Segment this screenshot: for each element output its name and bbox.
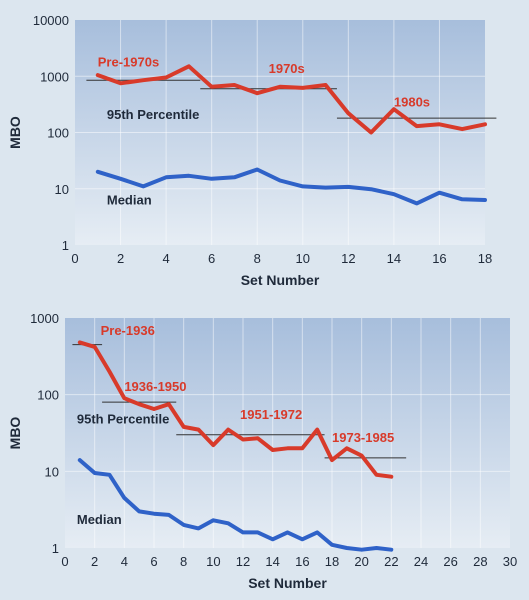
- x-tick-label: 12: [236, 554, 250, 569]
- y-tick-label: 1: [62, 238, 69, 253]
- x-tick-label: 0: [61, 554, 68, 569]
- annotation-label: 1951-1972: [240, 407, 302, 422]
- x-tick-label: 2: [117, 251, 124, 266]
- x-tick-label: 8: [180, 554, 187, 569]
- annotation-label: 1936-1950: [124, 379, 186, 394]
- x-tick-label: 18: [325, 554, 339, 569]
- annotation-label: Pre-1936: [101, 323, 155, 338]
- annotation-label: Median: [77, 512, 122, 527]
- x-tick-label: 6: [150, 554, 157, 569]
- annotation-label: Median: [107, 193, 152, 208]
- y-tick-label: 10: [55, 182, 69, 197]
- x-tick-label: 16: [432, 251, 446, 266]
- chart-top: Pre-1970s 1970s 1980s 95th Percentile Median…: [7, 13, 497, 288]
- annotation-label: 1973-1985: [332, 430, 394, 445]
- series-line-median: [95, 167, 487, 206]
- y-axis-title: MBO: [7, 116, 23, 149]
- y-tick-label: 1000: [40, 69, 69, 84]
- annotation-label: Pre-1970s: [98, 54, 159, 69]
- x-tick-label: 10: [206, 554, 220, 569]
- x-tick-label: 4: [162, 251, 169, 266]
- x-axis-title: Set Number: [241, 272, 320, 288]
- x-tick-label: 8: [254, 251, 261, 266]
- y-tick-label: 100: [47, 126, 69, 141]
- series-line-95th-percentile: [95, 64, 487, 135]
- x-tick-label: 6: [208, 251, 215, 266]
- y-tick-label: 10000: [33, 13, 69, 28]
- annotation-label: 95th Percentile: [107, 107, 200, 122]
- x-tick-label: 12: [341, 251, 355, 266]
- series-line-median: [77, 458, 394, 552]
- x-tick-label: 16: [295, 554, 309, 569]
- x-tick-label: 28: [473, 554, 487, 569]
- x-tick-label: 10: [296, 251, 310, 266]
- y-tick-label: 1: [52, 541, 59, 556]
- y-axis-title: MBO: [7, 417, 23, 450]
- x-tick-label: 4: [121, 554, 128, 569]
- x-tick-label: 2: [91, 554, 98, 569]
- plot-area: [65, 318, 510, 548]
- x-tick-label: 14: [387, 251, 401, 266]
- x-tick-label: 14: [265, 554, 279, 569]
- x-tick-label: 30: [503, 554, 517, 569]
- annotation-label: 1970s: [269, 61, 305, 76]
- x-tick-label: 20: [354, 554, 368, 569]
- x-tick-label: 0: [71, 251, 78, 266]
- annotation-label: 95th Percentile: [77, 412, 170, 427]
- annotation-label: 1980s: [394, 94, 430, 109]
- y-tick-label: 10: [45, 464, 59, 479]
- y-tick-label: 100: [37, 388, 59, 403]
- x-tick-label: 24: [414, 554, 428, 569]
- chart-bottom: Pre-1936 1936-1950 1951-1972 1973-1985 95th …: [7, 311, 517, 591]
- x-tick-label: 22: [384, 554, 398, 569]
- x-axis-title: Set Number: [248, 575, 327, 591]
- x-tick-label: 26: [443, 554, 457, 569]
- series-line-95th-percentile: [77, 340, 394, 479]
- x-tick-label: 18: [478, 251, 492, 266]
- y-tick-label: 1000: [30, 311, 59, 326]
